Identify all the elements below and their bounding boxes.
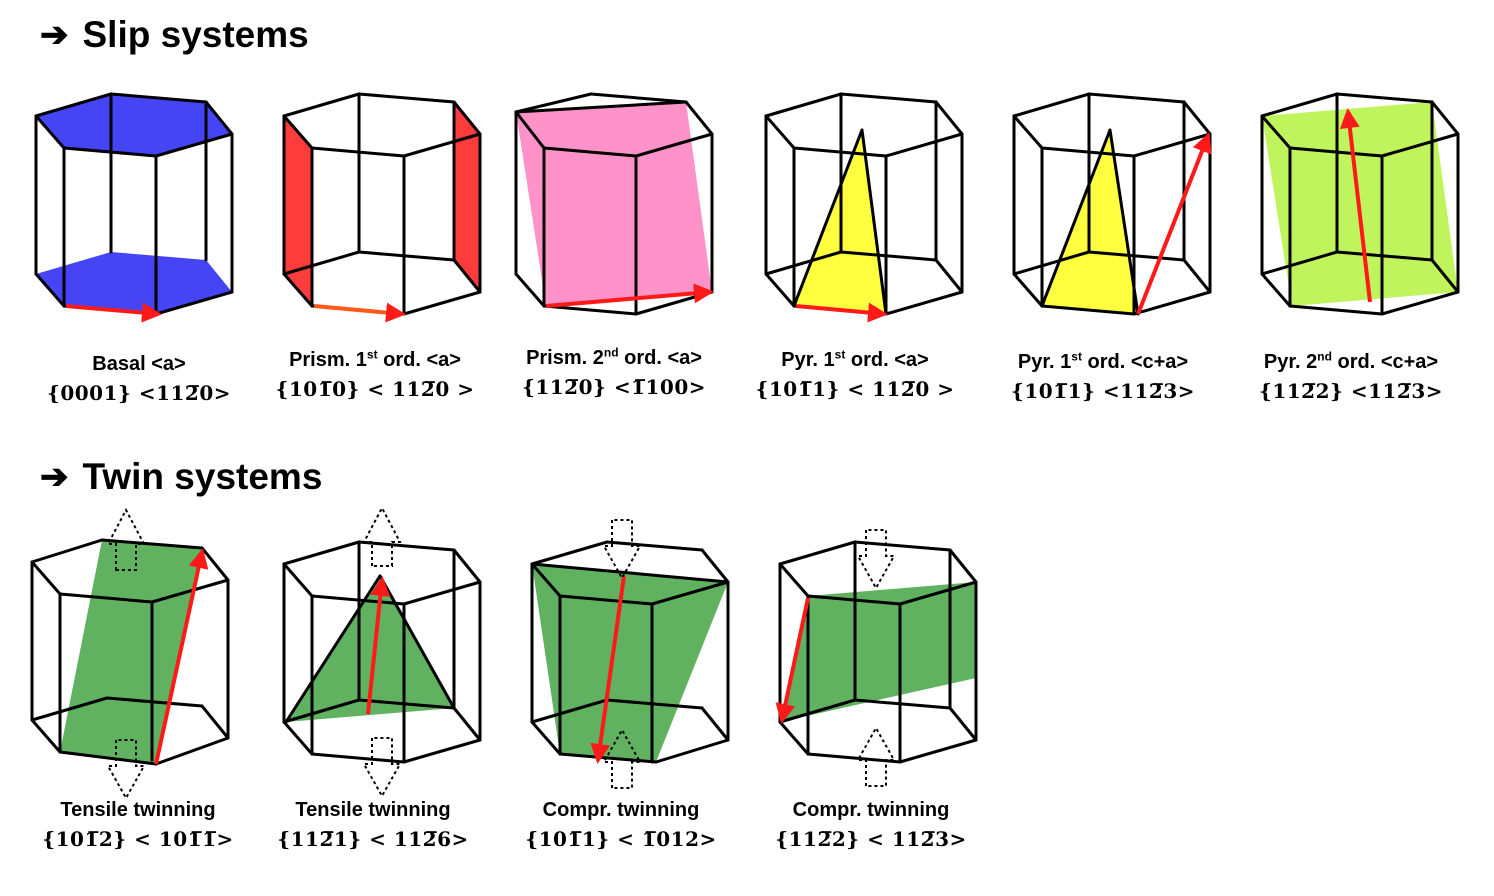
slip-direction-arrow [313,302,406,323]
compression-arrow-up-icon [856,725,896,787]
prism-plane-left [284,116,312,306]
slip-label-prism-2nd: Prism. 2nd ord. <a> {112̅0} <1̅100> [521,345,707,399]
twin-systems-heading: ➔ Twin systems [40,456,322,498]
tensile-twin-2-diagram [282,505,482,799]
compression-twin-1-diagram [530,519,730,789]
slip-systems-heading: ➔ Slip systems [40,14,309,56]
slip-direction-arrow [65,302,162,323]
twin-plane [780,582,976,722]
twin-direction-arrow [154,548,209,765]
prism-1st-slip-diagram [282,92,482,323]
slip-systems-title: Slip systems [82,14,309,55]
slip-label-pyr-1st-a: Pyr. 1st ord. <a> {101̅1} < 112̅0 > [755,347,955,401]
twin-label-tensile-1: Tensile twinning {101̅2} < 101̅1̅> [42,799,234,851]
slip-direction-arrow [1136,132,1212,315]
slip-direction-arrow [795,302,888,323]
pyramidal-1st-ca-slip-diagram [1012,92,1212,316]
tensile-twin-1-diagram [30,507,230,801]
compression-arrow-down-icon [856,529,896,591]
twin-direction-arrow [775,597,810,724]
basal-slip-prism-diagram [34,92,234,323]
twin-plane [286,576,454,722]
twin-label-compression-1: Compr. twinning {101̅1} < 1̅012> [525,799,717,851]
slip-label-pyr-2nd-ca: Pyr. 2nd ord. <c+a> {112̅2} <112̅3> [1258,349,1444,403]
pyramidal-1st-a-slip-diagram [764,92,964,323]
compression-twin-2-diagram [775,529,978,787]
tension-arrow-up-icon [106,507,146,571]
prism-2nd-plane [516,102,712,306]
twin-systems-title: Twin systems [82,456,323,497]
basal-plane-bottom [36,252,232,314]
arrow-right-icon: ➔ [40,16,69,54]
slip-label-prism-1st: Prism. 1st ord. <a> {101̅0} < 112̅0 > [275,347,475,401]
basal-plane-top [36,94,232,156]
arrow-right-icon: ➔ [40,458,69,496]
twin-label-compression-2: Compr. twinning {112̅2} < 112̅3> [775,799,967,851]
slip-label-pyr-1st-ca: Pyr. 1st ord. <c+a> {101̅1} <112̅3> [1010,349,1196,403]
twin-direction-arrow [590,575,626,764]
prism-plane-right [454,102,480,292]
slip-label-basal: Basal <a> {0001} <112̅0> [46,353,232,405]
tension-arrow-down-icon [362,737,402,799]
twin-label-tensile-2: Tensile twinning {112̅1} < 112̅6> [277,799,469,851]
twin-plane [532,564,728,762]
prism-2nd-slip-diagram [514,92,714,316]
slip-direction-arrow [545,283,714,308]
tension-arrow-up-icon [362,505,402,567]
slip-direction-arrow [1339,108,1372,303]
twin-direction-arrow [366,576,391,715]
compression-arrow-down-icon [602,519,642,581]
pyramidal-2nd-ca-slip-diagram [1260,92,1460,316]
